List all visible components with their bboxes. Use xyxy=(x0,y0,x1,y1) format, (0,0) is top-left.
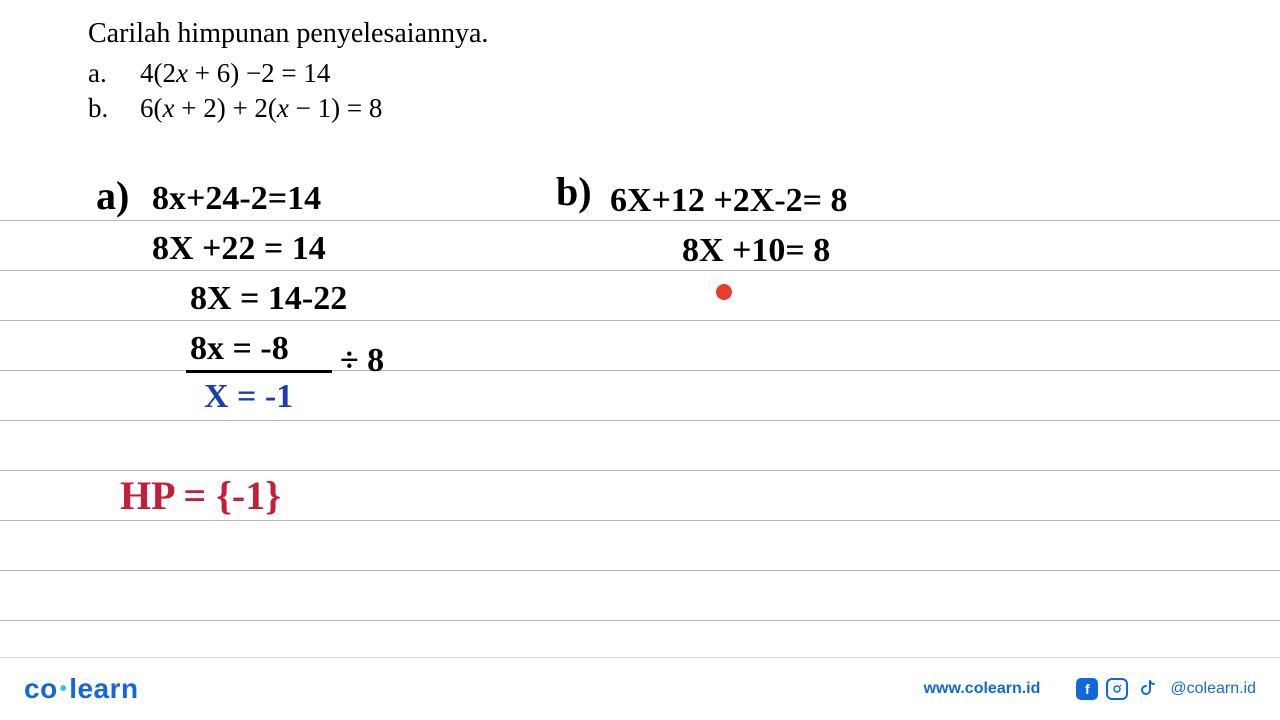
col-a-line-3: 8X = 14-22 xyxy=(190,282,347,316)
notebook-rule-line xyxy=(0,270,1280,271)
notebook-area: a) 8x+24-2=14 8X +22 = 14 8X = 14-22 8x … xyxy=(0,168,1280,638)
problem-item-b: b. 6(x + 2) + 2(x − 1) = 8 xyxy=(88,93,1280,124)
footer-url[interactable]: www.colearn.id xyxy=(924,680,1041,698)
problem-title: Carilah himpunan penyelesaiannya. xyxy=(88,18,1280,50)
notebook-rule-line xyxy=(0,220,1280,221)
brand-logo: co•learn xyxy=(24,673,139,705)
problem-label-a: a. xyxy=(88,58,112,89)
col-b-label: b) xyxy=(556,172,592,212)
notebook-rule-line xyxy=(0,570,1280,571)
facebook-icon[interactable]: f xyxy=(1076,678,1098,700)
instagram-icon[interactable] xyxy=(1106,678,1128,700)
notebook-rule-line xyxy=(0,470,1280,471)
red-cursor-dot xyxy=(716,284,732,300)
notebook-rule-line xyxy=(0,320,1280,321)
problem-item-a: a. 4(2x + 6) −2 = 14 xyxy=(88,58,1280,89)
notebook-rule-line xyxy=(0,620,1280,621)
problem-label-b: b. xyxy=(88,93,112,124)
problem-statement: Carilah himpunan penyelesaiannya. a. 4(2… xyxy=(0,0,1280,124)
fraction-line xyxy=(186,370,332,373)
notebook-rule-line xyxy=(0,420,1280,421)
notebook-rule-line xyxy=(0,520,1280,521)
col-b-line-2: 8X +10= 8 xyxy=(682,234,830,268)
logo-dot-icon: • xyxy=(58,678,70,700)
col-b-line-1: 6X+12 +2X-2= 8 xyxy=(610,184,848,218)
col-a-divide: ÷ 8 xyxy=(340,344,384,378)
col-a-label: a) xyxy=(96,176,129,216)
tiktok-icon[interactable] xyxy=(1136,678,1158,700)
logo-co: co xyxy=(24,673,58,704)
col-a-hp: HP = {-1} xyxy=(120,476,281,516)
footer: co•learn www.colearn.id f @colearn.id xyxy=(0,658,1280,720)
problem-equation-b: 6(x + 2) + 2(x − 1) = 8 xyxy=(140,93,382,124)
col-a-line-2: 8X +22 = 14 xyxy=(152,232,326,266)
social-handle[interactable]: @colearn.id xyxy=(1170,680,1256,698)
col-a-result-x: X = -1 xyxy=(204,380,293,414)
col-a-line-4: 8x = -8 xyxy=(190,332,289,366)
problem-equation-a: 4(2x + 6) −2 = 14 xyxy=(140,58,330,89)
logo-learn: learn xyxy=(69,673,138,704)
col-a-line-1: 8x+24-2=14 xyxy=(152,182,321,216)
social-icons: f @colearn.id xyxy=(1076,678,1256,700)
